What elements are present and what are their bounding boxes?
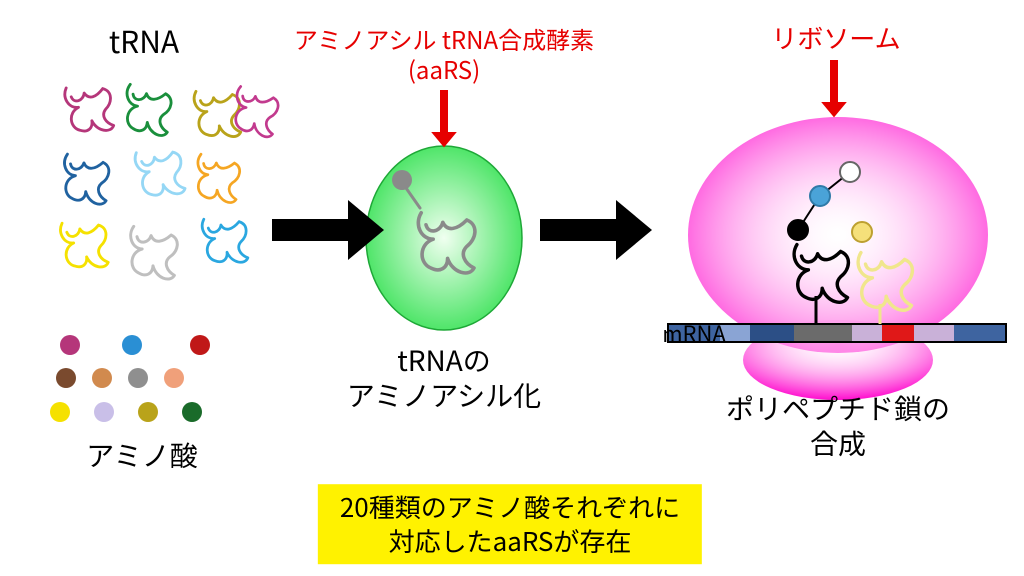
aars-title-line1: アミノアシル tRNA合成酵素 xyxy=(294,24,594,54)
bottom-note-line2: 対応したaaRSが存在 xyxy=(340,524,680,558)
text: アミノアシル化 xyxy=(347,375,541,415)
mid-caption-line1: tRNAの xyxy=(397,343,491,378)
ribosome-title: リボソーム xyxy=(771,22,900,55)
text: tRNA xyxy=(109,18,179,62)
aars-title-line2: (aaRS) xyxy=(408,54,480,84)
right-caption-line2: 合成 xyxy=(810,426,866,461)
text: (aaRS) xyxy=(408,51,480,86)
bottom-note-line1: 20種類のアミノ酸それぞれに xyxy=(340,490,680,524)
mrna-label: mRNA xyxy=(662,320,726,348)
text: tRNAの xyxy=(397,340,491,380)
right-caption-line1: ポリペプチド鎖の xyxy=(726,391,950,426)
text: mRNA xyxy=(662,317,726,349)
text: アミノ酸 xyxy=(86,435,197,475)
text: リボソーム xyxy=(771,19,900,56)
bottom-note: 20種類のアミノ酸それぞれに 対応したaaRSが存在 xyxy=(318,484,702,564)
mid-caption-line2: アミノアシル化 xyxy=(347,378,541,413)
text: ポリペプチド鎖の xyxy=(726,388,950,428)
text: 合成 xyxy=(810,423,866,463)
trna-title: tRNA xyxy=(109,22,179,60)
amino-acid-title: アミノ酸 xyxy=(86,438,197,473)
